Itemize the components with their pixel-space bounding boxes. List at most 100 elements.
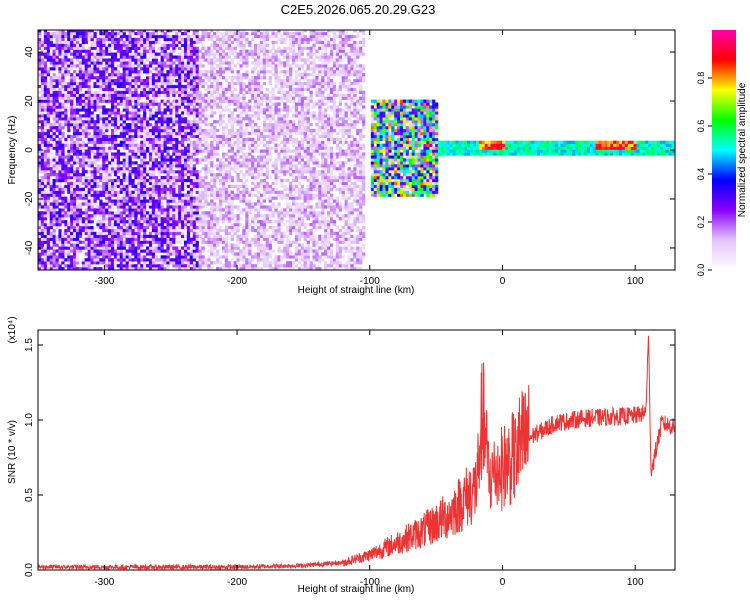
spectrogram-cell [259, 196, 264, 200]
spectrogram-cell [148, 43, 153, 47]
spectrogram-cell [140, 175, 144, 180]
spectrogram-cell [131, 249, 135, 253]
spectrogram-cell [61, 155, 65, 159]
spectrogram-cell [192, 140, 196, 144]
spectrogram-cell [198, 93, 202, 97]
spectrogram-cell [251, 228, 255, 233]
spectrogram-cell [204, 264, 208, 268]
spectrogram-cell [134, 49, 138, 53]
spectrogram-cell [143, 199, 147, 203]
spectrogram-cell [58, 117, 62, 121]
spectrogram-cell [198, 120, 202, 124]
spectrogram-cell [105, 190, 109, 194]
spectrogram-cell [230, 155, 234, 159]
spectrogram-cell [84, 199, 88, 203]
spectrogram-cell [163, 55, 167, 59]
spectrogram-cell [201, 178, 205, 183]
spectrogram-cell [38, 258, 42, 262]
spectrogram-cell [160, 61, 164, 65]
spectrogram-cell [189, 170, 194, 174]
spectrogram-cell [160, 234, 164, 238]
spectrogram-cell [227, 249, 231, 253]
spectrogram-cell [151, 202, 156, 206]
spectrogram-cell [160, 161, 164, 165]
spectrogram-cell [43, 167, 48, 171]
spectrogram-cell [192, 99, 196, 103]
spectrogram-cell [46, 49, 50, 53]
spectrogram-cell [146, 123, 150, 127]
spectrogram-cell [201, 64, 205, 68]
spectrogram-cell [113, 264, 118, 268]
spectrogram-cell [46, 234, 50, 238]
spectrogram-cell [192, 237, 196, 241]
spectrogram-cell [49, 252, 53, 256]
spectrogram-cell [119, 73, 123, 77]
spectrogram-cell [204, 102, 208, 106]
spectrogram-cell [172, 123, 176, 127]
spectrogram-cell [102, 43, 106, 47]
spectrogram-cell [201, 240, 205, 244]
spectrogram-cell [210, 76, 214, 80]
spectrogram-cell [99, 61, 103, 65]
spectrogram-cell [216, 49, 220, 53]
spectrogram-cell [87, 170, 91, 174]
spectrogram-cell [210, 152, 214, 156]
spectrogram-cell [116, 93, 121, 97]
spectrogram-cell [160, 76, 164, 80]
spectrogram-cell [198, 178, 202, 183]
spectrogram-cell [52, 258, 56, 262]
spectrogram-cell [221, 55, 226, 59]
spectrogram-cell [143, 52, 147, 56]
spectrogram-cell [239, 208, 243, 212]
spectrogram-cell [116, 258, 121, 262]
spectrogram-cell [75, 102, 80, 106]
spectrogram-cell [146, 199, 150, 203]
spectrogram-cell [259, 170, 264, 174]
spectrogram-cell [52, 120, 56, 124]
spectrogram-cell [213, 196, 217, 200]
spectrogram-cell [239, 193, 243, 197]
spectrogram-cell [198, 102, 202, 106]
spectrogram-cell [87, 217, 91, 221]
spectrogram-cell [216, 34, 220, 39]
spectrogram-cell [67, 228, 71, 233]
spectrogram-cell [58, 164, 62, 168]
spectrogram-cell [204, 231, 208, 236]
spectrogram-cell [186, 258, 191, 262]
spectrogram-cell [192, 76, 196, 80]
spectrogram-cell [210, 140, 214, 144]
spectrogram-cell [49, 158, 53, 162]
spectrogram-cell [61, 217, 65, 221]
spectrogram-cell [236, 120, 240, 124]
spectrogram-cell [216, 105, 220, 109]
spectrogram-cell [204, 146, 208, 150]
spectrogram-cell [242, 46, 246, 50]
spectrogram-cell [213, 34, 217, 39]
spectrogram-cell [245, 73, 249, 77]
spectrogram-cell [148, 155, 153, 159]
spectrogram-cell [181, 111, 185, 115]
spectrogram-cell [207, 96, 211, 100]
spectrogram-cell [259, 178, 264, 183]
spectrogram-cell [221, 164, 226, 168]
spectrogram-cell [61, 131, 65, 136]
spectrogram-cell [178, 73, 182, 77]
spectrogram-cell [207, 225, 211, 230]
spectrogram-cell [148, 199, 153, 203]
spectrogram-cell [192, 199, 196, 203]
spectrogram-cell [195, 173, 199, 177]
spectrogram-cell [84, 120, 88, 124]
spectrogram-cell [172, 249, 176, 253]
spectrogram-cell [221, 43, 226, 47]
spectrogram-cell [52, 31, 56, 36]
spectrogram-cell [151, 34, 156, 39]
spectrogram-cell [70, 87, 74, 92]
spectrogram-cell [87, 222, 91, 227]
spectrogram-cell [251, 37, 255, 42]
spectrogram-cell [38, 117, 42, 121]
spectrogram-cell [201, 134, 205, 139]
spectrogram-cell [236, 234, 240, 238]
spectrogram-cell [119, 99, 123, 103]
spectrogram-cell [84, 190, 88, 194]
spectrogram-cell [157, 258, 161, 262]
